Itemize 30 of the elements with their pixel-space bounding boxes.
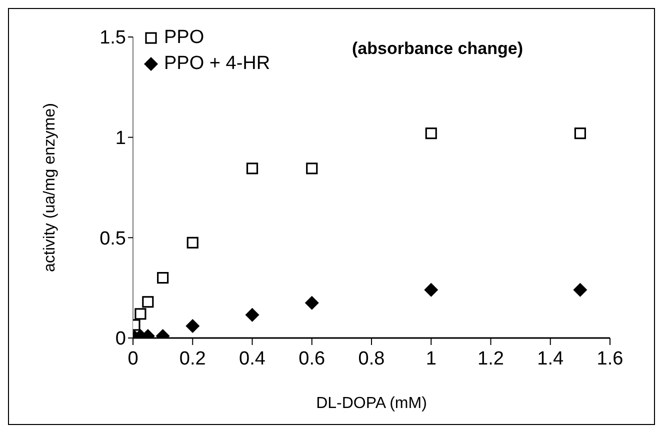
y-tick-label: 0 (115, 328, 126, 350)
x-tick-label: 0.2 (179, 348, 206, 370)
point (246, 162, 258, 174)
x-tick-label: 0.6 (298, 348, 326, 370)
point (306, 162, 318, 174)
point (186, 318, 200, 333)
x-tick-label: 1.4 (537, 348, 564, 370)
x-axis-title: DL-DOPA (mM) (316, 395, 427, 412)
point (425, 128, 437, 140)
legend-label: PPO + 4-HR (164, 52, 270, 76)
x-tick-label: 1 (426, 348, 436, 370)
point (304, 296, 319, 310)
point (573, 282, 588, 297)
legend-label: PPO (164, 26, 204, 50)
y-tick-label: 1.5 (100, 28, 126, 49)
x-tick-label: 0.4 (239, 348, 266, 370)
x-tick-label: 1.2 (478, 348, 504, 370)
x-tick-label: 0.8 (358, 348, 385, 370)
x-tick-label: 1.6 (596, 348, 624, 370)
y-tick-label: 0.5 (100, 228, 126, 250)
point (424, 282, 438, 297)
annotation: (absorbance change) (352, 39, 523, 59)
point (157, 272, 169, 284)
point (574, 128, 586, 140)
point (245, 308, 260, 322)
point (142, 296, 154, 308)
point (186, 236, 198, 248)
y-axis-title: activity (ua/mg enzyme) (42, 103, 59, 272)
y-tick-label: 1 (115, 128, 126, 150)
point (134, 308, 146, 320)
